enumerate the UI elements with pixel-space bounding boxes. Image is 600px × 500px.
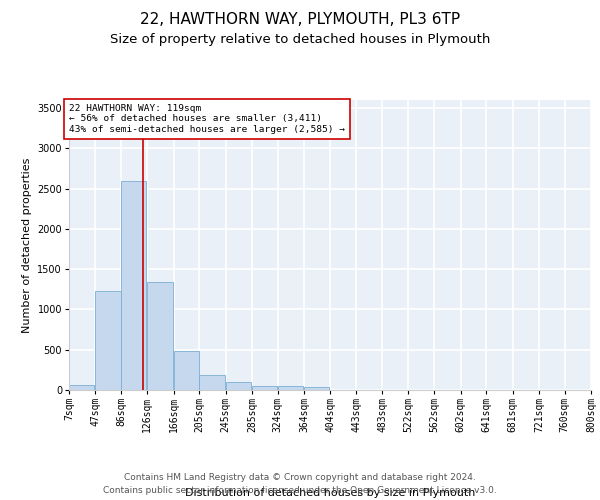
Bar <box>199 375 225 390</box>
Bar <box>121 182 146 390</box>
Text: 22 HAWTHORN WAY: 119sqm
← 56% of detached houses are smaller (3,411)
43% of semi: 22 HAWTHORN WAY: 119sqm ← 56% of detache… <box>69 104 345 134</box>
Bar <box>252 386 277 390</box>
Bar <box>173 350 199 390</box>
Bar <box>95 291 121 390</box>
Bar <box>304 387 329 390</box>
Text: 22, HAWTHORN WAY, PLYMOUTH, PL3 6TP: 22, HAWTHORN WAY, PLYMOUTH, PL3 6TP <box>140 12 460 28</box>
Text: Size of property relative to detached houses in Plymouth: Size of property relative to detached ho… <box>110 32 490 46</box>
Bar <box>226 382 251 390</box>
X-axis label: Distribution of detached houses by size in Plymouth: Distribution of detached houses by size … <box>185 488 475 498</box>
Bar <box>278 386 303 390</box>
Bar <box>148 282 173 390</box>
Y-axis label: Number of detached properties: Number of detached properties <box>22 158 32 332</box>
Text: Contains HM Land Registry data © Crown copyright and database right 2024.
Contai: Contains HM Land Registry data © Crown c… <box>103 474 497 495</box>
Bar <box>69 385 94 390</box>
